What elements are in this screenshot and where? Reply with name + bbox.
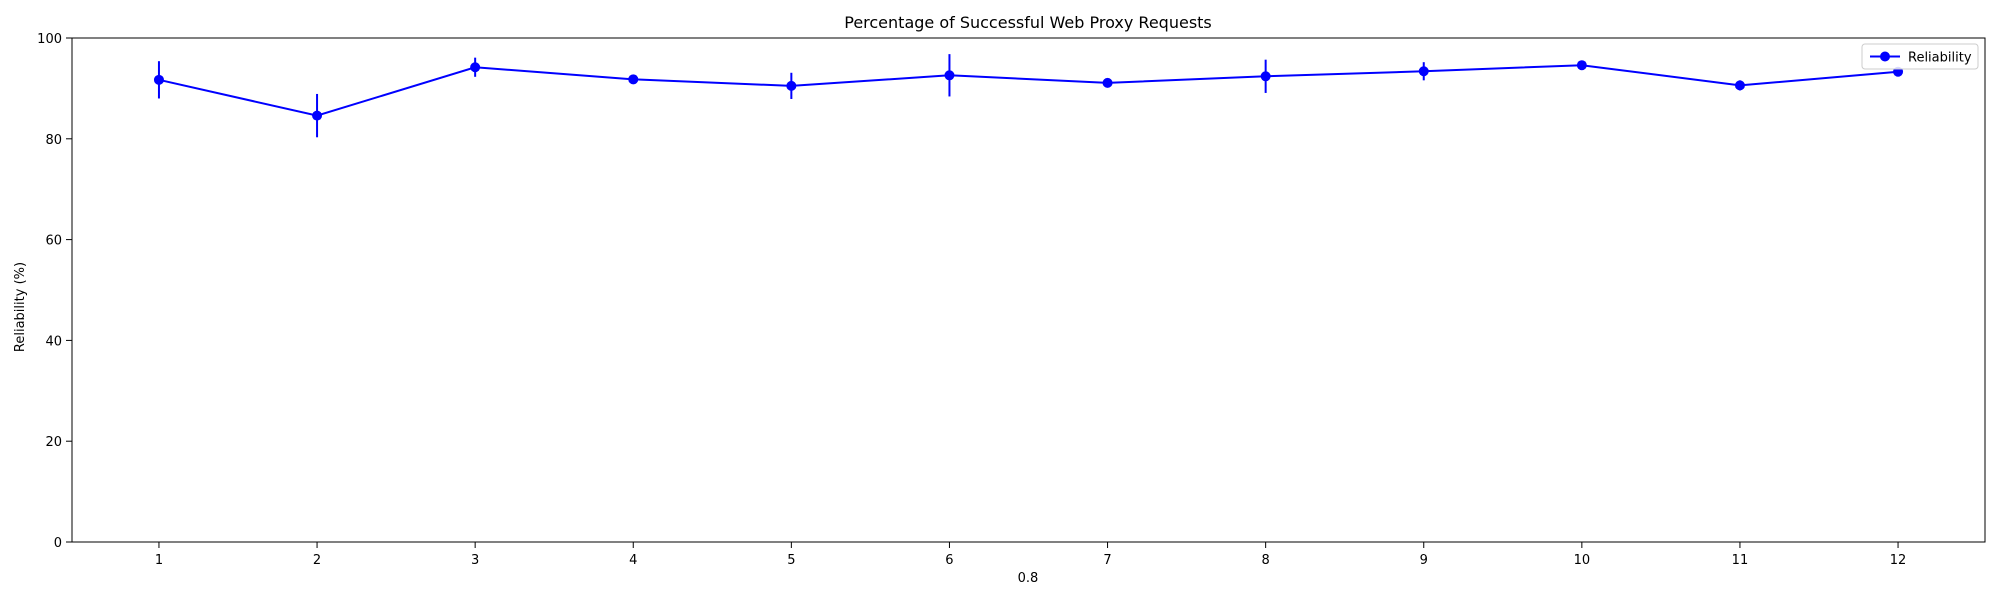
y-tick-label: 80 — [45, 133, 62, 148]
data-point — [944, 70, 955, 81]
legend-label: Reliability — [1908, 51, 1972, 66]
x-tick-label: 3 — [471, 553, 479, 568]
data-point — [786, 80, 797, 91]
y-tick-label: 100 — [37, 32, 62, 47]
legend: Reliability — [1861, 43, 1979, 70]
data-point — [312, 110, 323, 121]
y-tick-label: 40 — [45, 334, 62, 349]
x-tick-label: 9 — [1420, 553, 1428, 568]
data-point — [1102, 77, 1113, 88]
legend-box — [1861, 43, 1979, 70]
x-tick-label: 8 — [1262, 553, 1270, 568]
chart-title: Percentage of Successful Web Proxy Reque… — [844, 13, 1212, 32]
data-point — [470, 62, 481, 73]
legend-marker — [1880, 51, 1890, 62]
x-tick-label: 7 — [1103, 553, 1111, 568]
axes-frame — [71, 37, 1986, 543]
series-line — [158, 64, 1899, 117]
x-tick-label: 1 — [155, 553, 163, 568]
data-point — [1576, 60, 1587, 71]
x-tick-label: 6 — [945, 553, 953, 568]
x-axis-label: 0.8 — [1018, 571, 1039, 586]
y-axis-label: Reliability (%) — [13, 262, 28, 352]
y-tick-label: 0 — [54, 536, 62, 551]
data-point — [628, 74, 639, 85]
x-tick-label: 4 — [629, 553, 637, 568]
data-point — [1260, 71, 1271, 82]
data-point — [153, 74, 164, 85]
y-tick-label: 60 — [45, 234, 62, 249]
x-tick-label: 5 — [787, 553, 795, 568]
x-tick-label: 2 — [313, 553, 321, 568]
x-tick-label: 11 — [1732, 553, 1749, 568]
y-tick-label: 20 — [45, 435, 62, 450]
data-point — [1734, 80, 1745, 91]
data-point — [1418, 66, 1429, 77]
x-tick-label: 12 — [1890, 553, 1907, 568]
x-tick-label: 10 — [1574, 553, 1591, 568]
